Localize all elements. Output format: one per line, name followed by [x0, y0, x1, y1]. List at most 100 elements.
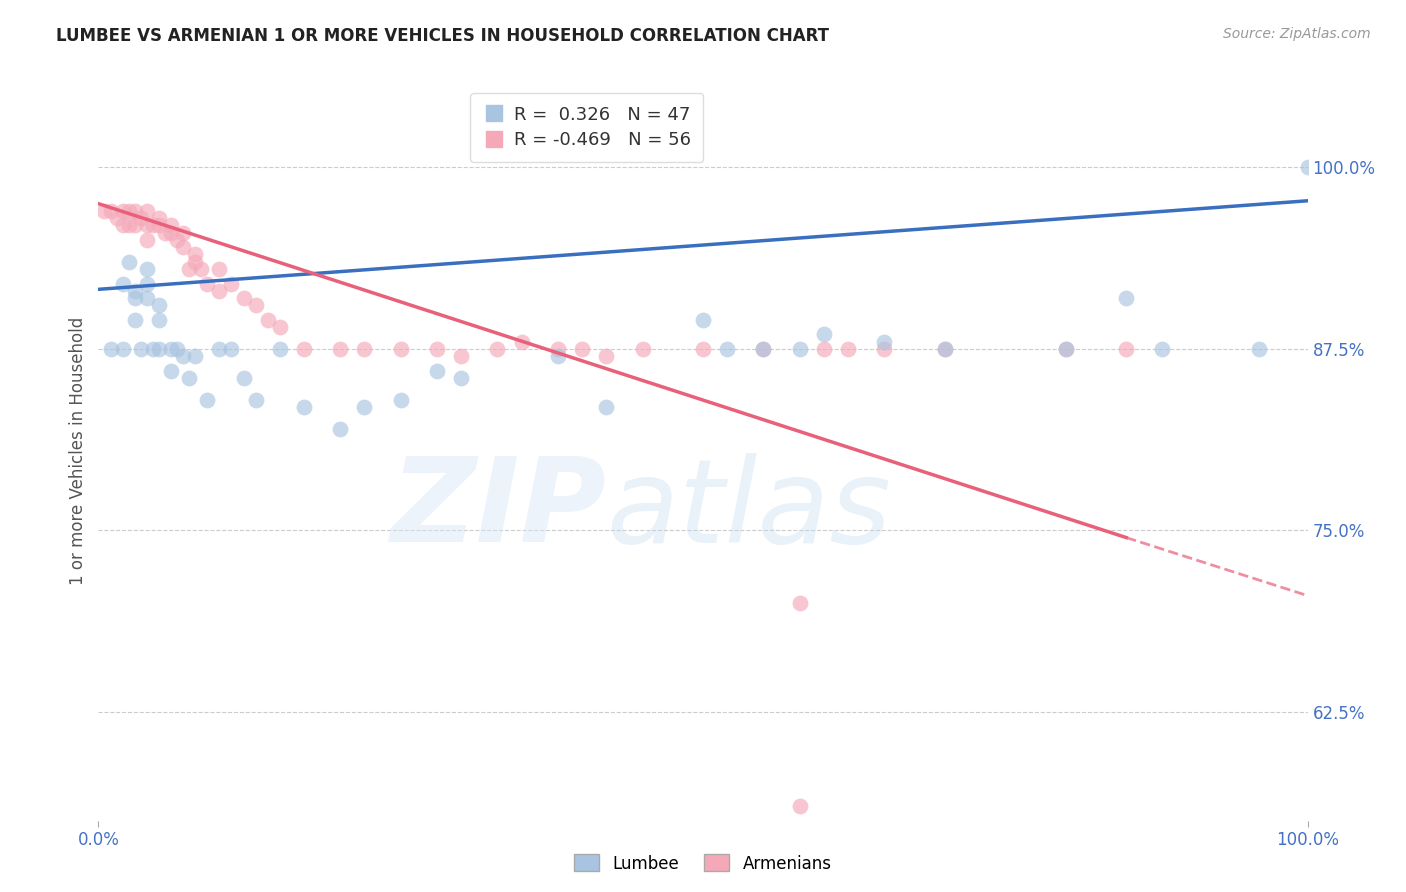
- Point: [208, 284, 231, 298]
- Point: [135, 291, 157, 305]
- Point: [118, 219, 141, 233]
- Point: [256, 313, 278, 327]
- Point: [1115, 291, 1137, 305]
- Point: [208, 342, 231, 356]
- Point: [571, 342, 593, 356]
- Legend: R =  0.326   N = 47, R = -0.469   N = 56: R = 0.326 N = 47, R = -0.469 N = 56: [470, 93, 703, 161]
- Point: [124, 313, 146, 327]
- Point: [160, 226, 183, 240]
- Point: [184, 349, 207, 363]
- Point: [160, 219, 183, 233]
- Point: [118, 254, 141, 268]
- Point: [190, 262, 212, 277]
- Point: [329, 422, 352, 436]
- Point: [813, 327, 835, 342]
- Point: [329, 342, 352, 356]
- Point: [1249, 342, 1271, 356]
- Point: [142, 342, 165, 356]
- Point: [135, 233, 157, 247]
- Text: ZIP: ZIP: [391, 452, 606, 567]
- Point: [934, 342, 956, 356]
- Point: [1152, 342, 1174, 356]
- Y-axis label: 1 or more Vehicles in Household: 1 or more Vehicles in Household: [69, 317, 87, 584]
- Point: [716, 342, 738, 356]
- Point: [179, 371, 201, 385]
- Text: atlas: atlas: [606, 452, 891, 566]
- Point: [160, 342, 183, 356]
- Point: [486, 342, 509, 356]
- Point: [153, 226, 176, 240]
- Point: [129, 211, 152, 226]
- Point: [789, 799, 811, 814]
- Point: [111, 219, 134, 233]
- Point: [426, 342, 449, 356]
- Point: [184, 254, 207, 268]
- Point: [148, 211, 170, 226]
- Point: [389, 392, 412, 407]
- Point: [450, 371, 472, 385]
- Legend: Lumbee, Armenians: Lumbee, Armenians: [568, 847, 838, 880]
- Point: [148, 313, 170, 327]
- Point: [837, 342, 859, 356]
- Point: [148, 342, 170, 356]
- Point: [245, 298, 267, 312]
- Point: [1296, 161, 1319, 175]
- Point: [100, 342, 122, 356]
- Point: [118, 203, 141, 218]
- Point: [450, 349, 472, 363]
- Point: [292, 400, 315, 414]
- Point: [111, 203, 134, 218]
- Point: [111, 277, 134, 291]
- Point: [813, 342, 835, 356]
- Point: [172, 226, 194, 240]
- Point: [129, 342, 152, 356]
- Point: [195, 277, 218, 291]
- Point: [389, 342, 412, 356]
- Text: Source: ZipAtlas.com: Source: ZipAtlas.com: [1223, 27, 1371, 41]
- Point: [232, 291, 254, 305]
- Point: [148, 219, 170, 233]
- Point: [789, 342, 811, 356]
- Point: [353, 342, 375, 356]
- Point: [124, 284, 146, 298]
- Point: [166, 233, 188, 247]
- Point: [595, 349, 617, 363]
- Point: [232, 371, 254, 385]
- Point: [547, 349, 569, 363]
- Point: [142, 219, 165, 233]
- Point: [184, 247, 207, 261]
- Point: [135, 203, 157, 218]
- Point: [172, 240, 194, 254]
- Point: [752, 342, 775, 356]
- Point: [166, 342, 188, 356]
- Point: [135, 262, 157, 277]
- Point: [1054, 342, 1077, 356]
- Point: [105, 211, 128, 226]
- Point: [135, 277, 157, 291]
- Point: [631, 342, 654, 356]
- Point: [269, 342, 291, 356]
- Point: [789, 596, 811, 610]
- Point: [292, 342, 315, 356]
- Text: LUMBEE VS ARMENIAN 1 OR MORE VEHICLES IN HOUSEHOLD CORRELATION CHART: LUMBEE VS ARMENIAN 1 OR MORE VEHICLES IN…: [56, 27, 830, 45]
- Point: [124, 219, 146, 233]
- Point: [245, 392, 267, 407]
- Point: [692, 342, 714, 356]
- Point: [353, 400, 375, 414]
- Point: [547, 342, 569, 356]
- Point: [148, 298, 170, 312]
- Point: [160, 363, 183, 377]
- Point: [1054, 342, 1077, 356]
- Point: [1115, 342, 1137, 356]
- Point: [752, 342, 775, 356]
- Point: [172, 349, 194, 363]
- Point: [934, 342, 956, 356]
- Point: [426, 363, 449, 377]
- Point: [100, 203, 122, 218]
- Point: [111, 342, 134, 356]
- Point: [873, 334, 896, 349]
- Point: [595, 400, 617, 414]
- Point: [221, 277, 243, 291]
- Point: [692, 313, 714, 327]
- Point: [179, 262, 201, 277]
